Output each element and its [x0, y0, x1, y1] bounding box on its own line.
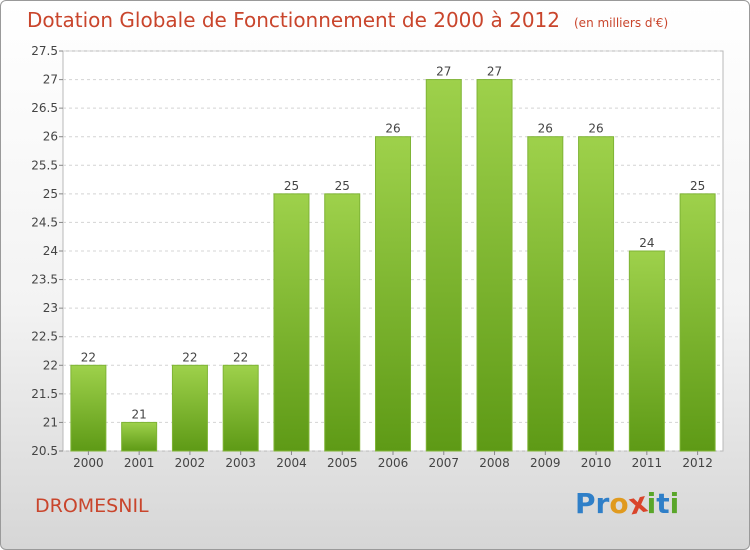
y-tick-label: 23.5 — [31, 273, 58, 287]
chart-title: Dotation Globale de Fonctionnement de 20… — [27, 8, 560, 32]
bar — [70, 364, 107, 452]
bar — [273, 193, 310, 452]
proxiti-logo: Proxiti — [575, 485, 680, 521]
logo-letter: i — [669, 487, 680, 520]
x-tick-label: 2006 — [378, 456, 409, 470]
y-tick-label: 23 — [43, 301, 58, 315]
logo-letter: P — [575, 487, 596, 520]
y-tick-label: 22 — [43, 358, 58, 372]
bar — [121, 421, 158, 452]
bar-value-label: 22 — [182, 350, 197, 364]
bar-value-label: 26 — [588, 122, 603, 136]
commune-name: DROMESNIL — [35, 495, 149, 517]
y-tick-label: 27 — [43, 73, 58, 87]
y-tick-label: 25.5 — [31, 158, 58, 172]
y-axis: 20.5 21 21.5 22 22.5 23 23.5 24 24.5 25 25.5 26 26.5… — [31, 44, 63, 458]
x-tick-label: 2012 — [682, 456, 713, 470]
x-tick-label: 2008 — [479, 456, 510, 470]
y-tick-label: 22.5 — [31, 330, 58, 344]
y-tick-label: 27.5 — [31, 44, 58, 58]
x-tick-label: 2009 — [530, 456, 561, 470]
y-tick-label: 25 — [43, 187, 58, 201]
bar-value-label: 26 — [538, 122, 553, 136]
bar — [375, 136, 411, 452]
bar — [527, 136, 564, 452]
bar-value-label: 27 — [436, 65, 451, 79]
x-tick-label: 2002 — [175, 456, 206, 470]
bar-value-label: 24 — [639, 236, 654, 250]
bar — [222, 364, 259, 452]
y-tick-label: 26 — [43, 130, 58, 144]
bar-value-label: 21 — [132, 407, 147, 421]
chart-title-block: Dotation Globale de Fonctionnement de 20… — [27, 8, 668, 32]
x-tick-label: 2003 — [225, 456, 256, 470]
x-axis: 2000 2001 2002 2003 2004 2005 2006 2007 2008 2009… — [73, 451, 713, 470]
bar-value-label: 25 — [284, 179, 299, 193]
logo-letter: t — [656, 487, 670, 520]
logo-letter: i — [646, 487, 657, 520]
bar — [476, 79, 513, 452]
x-tick-label: 2004 — [276, 456, 307, 470]
y-tick-label: 24.5 — [31, 215, 58, 229]
y-tick-label: 21.5 — [31, 387, 58, 401]
bar — [425, 79, 462, 452]
bar-value-label: 22 — [233, 350, 248, 364]
y-tick-label: 26.5 — [31, 101, 58, 115]
bar — [578, 136, 615, 452]
bar — [324, 193, 361, 452]
bar-value-label: 27 — [487, 65, 502, 79]
y-tick-label: 20.5 — [31, 444, 58, 458]
x-tick-label: 2000 — [73, 456, 104, 470]
bar — [679, 193, 716, 452]
chart-subtitle: (en milliers d'€) — [574, 16, 669, 30]
bar-value-label: 25 — [335, 179, 350, 193]
x-tick-label: 2007 — [428, 456, 459, 470]
bars: 22 21 22 22 25 25 26 27 27 26 26 24 25 — [70, 65, 716, 452]
bar — [628, 250, 665, 452]
y-tick-label: 24 — [43, 244, 58, 258]
y-tick-label: 21 — [43, 415, 58, 429]
x-tick-label: 2010 — [581, 456, 612, 470]
logo-letter: o — [609, 487, 629, 520]
logo-letter: r — [595, 487, 610, 520]
x-tick-label: 2011 — [632, 456, 663, 470]
x-tick-label: 2001 — [124, 456, 155, 470]
bar — [171, 364, 208, 452]
bar-value-label: 26 — [385, 122, 400, 136]
bar-value-label: 25 — [690, 179, 705, 193]
x-tick-label: 2005 — [327, 456, 358, 470]
bar-value-label: 22 — [81, 350, 96, 364]
